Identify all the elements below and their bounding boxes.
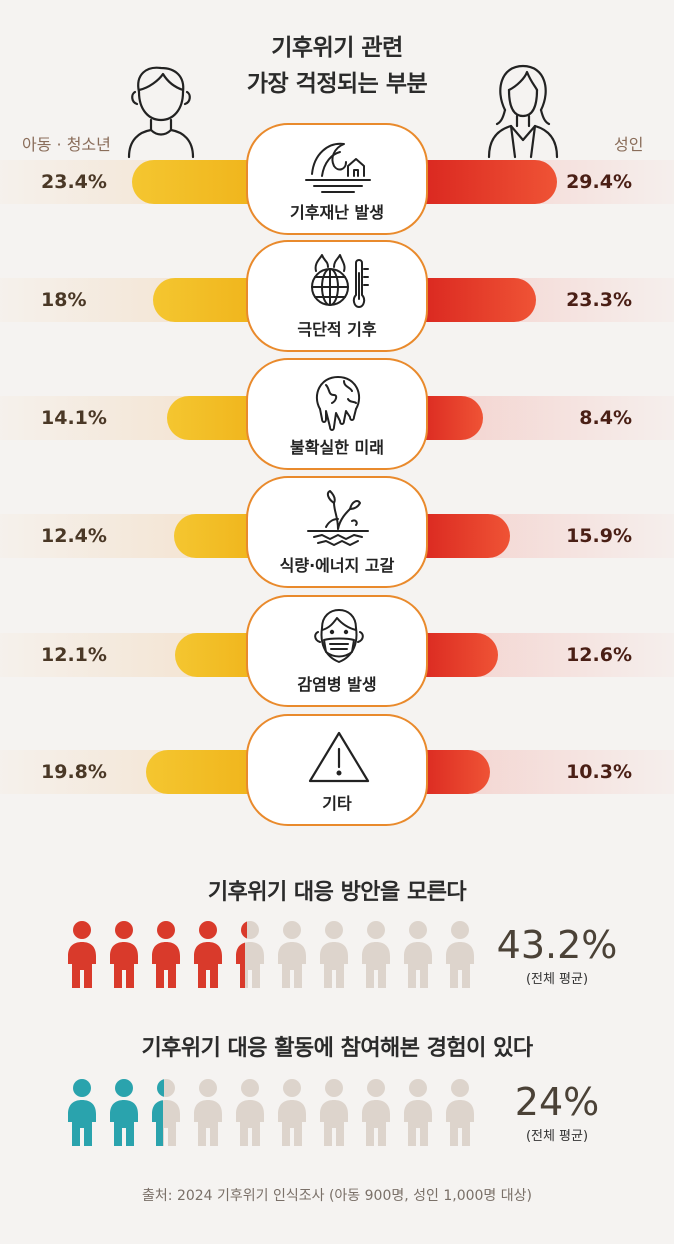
stat2-value: 24% xyxy=(514,1080,600,1124)
youth-value-label: 14.1% xyxy=(41,407,107,429)
person-icon-filled xyxy=(68,921,96,988)
adult-value-label: 23.3% xyxy=(566,289,632,311)
adult-bar xyxy=(414,633,499,677)
melting-globe-icon xyxy=(315,376,361,431)
adult-bar xyxy=(414,514,510,558)
youth-bar xyxy=(145,750,260,794)
person-icon-filled xyxy=(110,921,138,988)
stat1-value: 43.2% xyxy=(496,923,618,967)
person-icon-empty xyxy=(362,921,390,988)
youth-bar xyxy=(174,633,260,677)
youth-bar xyxy=(152,278,260,322)
masked-face-icon xyxy=(314,609,364,663)
category-card: 불확실한 미래 xyxy=(246,358,428,470)
person-icon-empty xyxy=(278,1079,306,1146)
youth-value-label: 12.1% xyxy=(41,644,107,666)
youth-bar xyxy=(173,514,260,558)
person-icon-filled xyxy=(194,921,222,988)
youth-group-label: 아동 · 청소년 xyxy=(22,135,111,154)
person-icon-empty xyxy=(446,1079,474,1146)
stat1-people-row xyxy=(68,921,474,988)
child-figure-icon xyxy=(127,66,195,159)
person-icon-filled xyxy=(152,1079,180,1146)
source-note: 출처: 2024 기후위기 인식조사 (아동 900명, 성인 1,000명 대… xyxy=(142,1188,532,1204)
category-card: 기후재난 발생 xyxy=(246,123,428,235)
category-card: 극단적 기후 xyxy=(246,240,428,352)
person-icon-filled xyxy=(152,921,180,988)
category-label: 기타 xyxy=(322,794,352,813)
stat1-note: (전체 평균) xyxy=(525,972,589,987)
person-icon-filled xyxy=(236,921,264,988)
category-card: 감염병 발생 xyxy=(246,595,428,707)
youth-value-label: 19.8% xyxy=(41,761,107,783)
wave-house-icon xyxy=(305,142,371,193)
youth-value-label: 18% xyxy=(41,289,87,311)
globe-fire-thermometer-icon xyxy=(311,254,369,308)
adult-bar xyxy=(414,278,536,322)
adult-value-label: 29.4% xyxy=(566,171,632,193)
adult-value-label: 15.9% xyxy=(566,525,632,547)
person-icon-empty xyxy=(362,1079,390,1146)
adult-group-label: 성인 xyxy=(614,135,644,154)
person-icon-empty xyxy=(194,1079,222,1146)
stat1-title: 기후위기 대응 방안을 모른다 xyxy=(207,880,467,905)
person-icon-empty xyxy=(446,921,474,988)
category-label: 감염병 발생 xyxy=(297,675,377,694)
adult-value-label: 12.6% xyxy=(566,644,632,666)
person-icon-empty xyxy=(236,1079,264,1146)
youth-value-label: 23.4% xyxy=(41,171,107,193)
adult-value-label: 10.3% xyxy=(566,761,632,783)
person-icon-empty xyxy=(404,1079,432,1146)
adult-bar xyxy=(414,160,557,204)
category-label: 불확실한 미래 xyxy=(290,438,384,457)
person-icon-filled xyxy=(110,1079,138,1146)
category-label: 극단적 기후 xyxy=(297,320,377,339)
chart-title: 기후위기 관련 가장 걱정되는 부분 xyxy=(0,30,674,102)
youth-bar xyxy=(132,160,260,204)
title-line-2: 가장 걱정되는 부분 xyxy=(246,71,428,97)
category-card: 기타 xyxy=(246,714,428,826)
stat2-title: 기후위기 대응 활동에 참여해본 경험이 있다 xyxy=(141,1036,533,1061)
youth-value-label: 12.4% xyxy=(41,525,107,547)
person-icon-empty xyxy=(320,1079,348,1146)
stat2-people-row xyxy=(68,1079,474,1146)
warning-triangle-icon xyxy=(308,731,370,783)
stat2-note: (전체 평균) xyxy=(525,1129,589,1144)
category-label: 식량·에너지 고갈 xyxy=(279,556,395,575)
title-line-1: 기후위기 관련 xyxy=(271,35,403,61)
withered-plant-icon xyxy=(307,490,369,546)
adult-value-label: 8.4% xyxy=(579,407,632,429)
youth-bar xyxy=(167,396,260,440)
person-icon-empty xyxy=(278,921,306,988)
category-label: 기후재난 발생 xyxy=(290,203,384,222)
category-card: 식량·에너지 고갈 xyxy=(246,476,428,588)
adult-figure-icon xyxy=(487,64,559,159)
person-icon-filled xyxy=(68,1079,96,1146)
person-icon-empty xyxy=(404,921,432,988)
person-icon-empty xyxy=(320,921,348,988)
